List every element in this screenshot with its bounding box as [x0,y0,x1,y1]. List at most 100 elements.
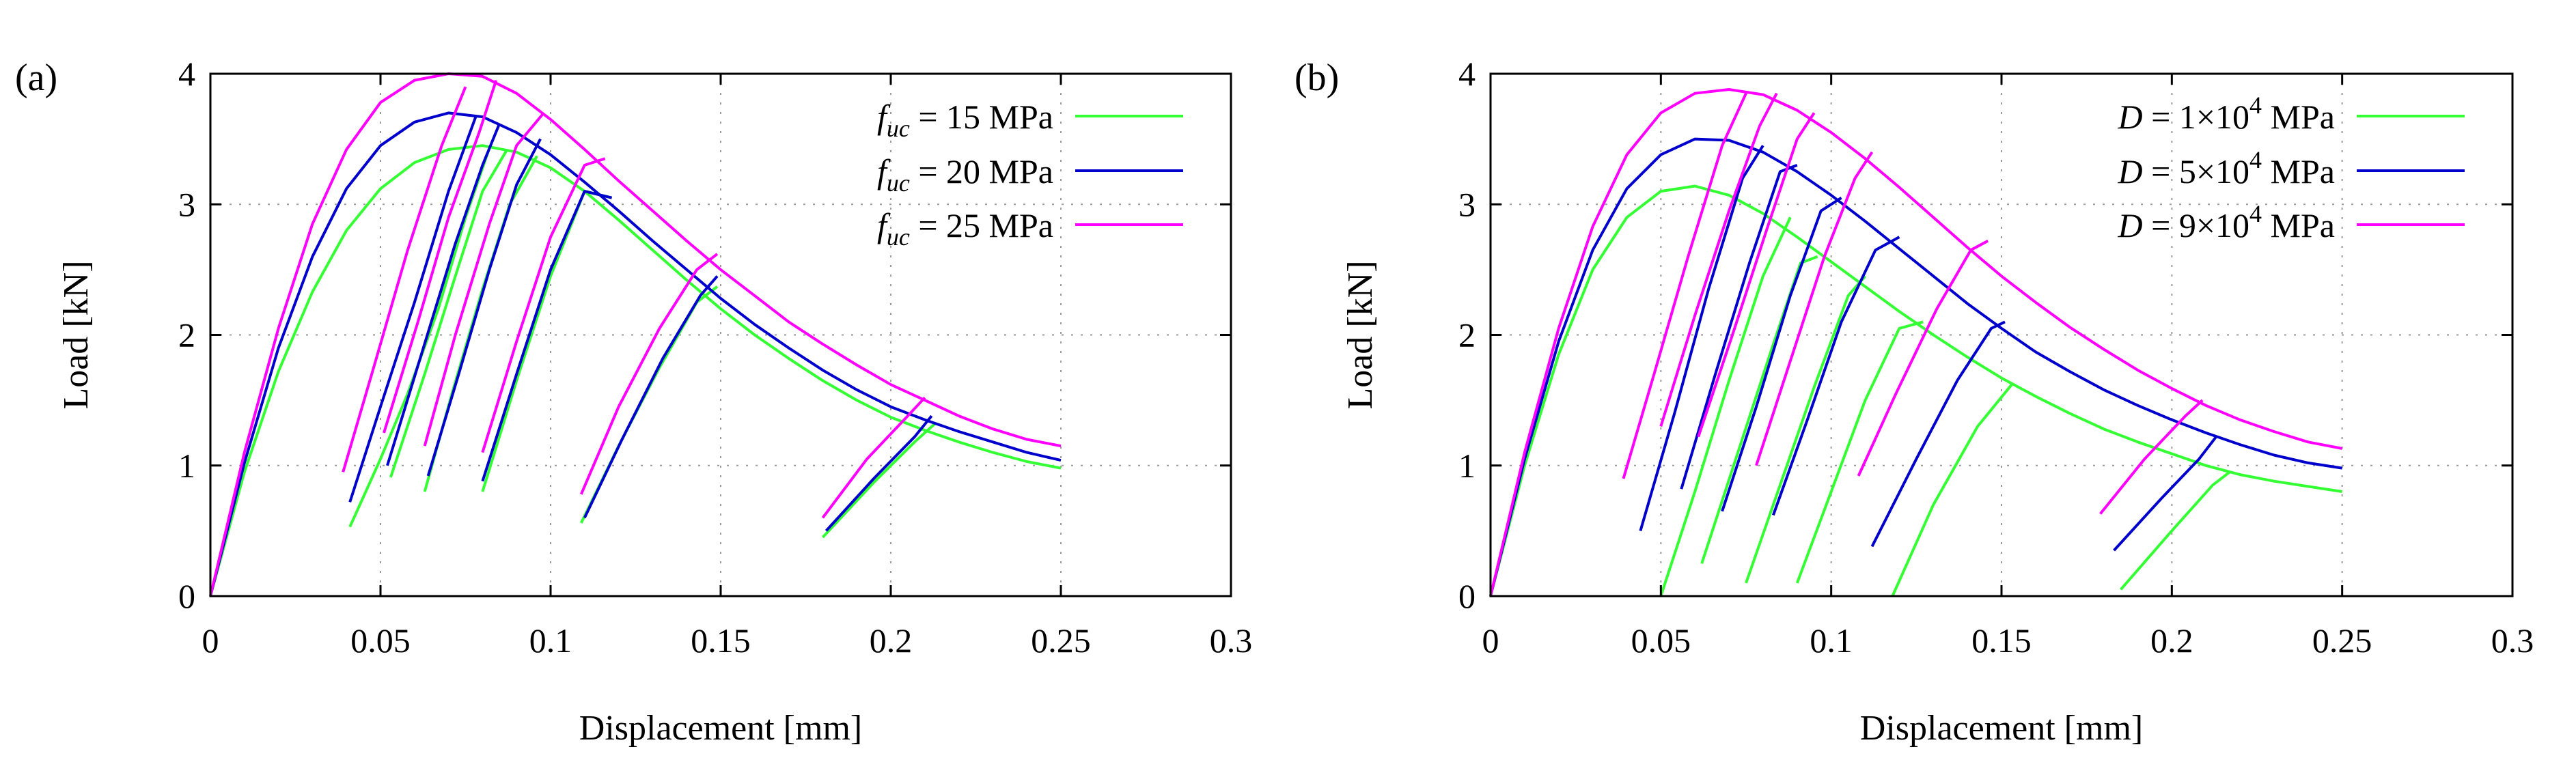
reload-branch-line [389,150,508,478]
legend-superscript: 4 [2249,91,2262,119]
series-envelope-line [209,144,1062,597]
reload-branch-line [481,190,613,492]
reload-branch-line [1755,151,1874,466]
legend-value-prefix: = 9×10 [2143,206,2249,244]
series-1 [1489,184,2343,597]
reload-branch-line [1721,197,1842,512]
legend-value: MPa [2262,98,2335,136]
legend-label: D = 9×104 MPa [2118,200,2335,244]
y-axis-label: Load [kN] [57,260,96,409]
grid [1491,74,2512,596]
reload-branch-line [1870,320,2006,548]
x-tick-label: 0.1 [1810,621,1853,660]
legend-symbol: D [2118,206,2143,244]
reload-branch-line [825,414,933,532]
reload-branch-line [1795,320,1924,584]
legend-item: D = 5×104 MPa [2118,146,2465,191]
reload-branch-line [1745,275,1867,584]
reload-branch-line [383,79,498,434]
legend-value: = 20 MPa [910,152,1053,191]
legend-value: MPa [2262,206,2335,244]
legend-label: fuc = 20 MPa [877,152,1053,197]
legend-subscript: uc [887,169,910,197]
x-tick-label: 0.2 [870,621,913,660]
reload-branch-line [481,190,613,482]
reload-branch-line [1772,236,1900,516]
legend-value: = 25 MPa [910,206,1053,244]
series-3 [209,72,1062,597]
panel-b: 0 0.05 0.1 0.15 0.2 0.25 0.3 0 1 2 3 4 Displacement … [1294,55,2534,748]
x-tick-label: 0.05 [350,621,411,660]
reload-branch-line [583,275,719,519]
series-2 [1489,137,2343,597]
series-envelope-line [209,72,1062,597]
x-tick-label: 0.05 [1631,621,1691,660]
legend-subscript: uc [887,223,910,251]
reload-branch-line [579,253,719,495]
grid [210,74,1231,596]
reload-branch-line [348,116,477,503]
reload-branch-line [1697,112,1816,438]
legend-item: fuc = 20 MPa [877,152,1183,197]
legend-label: D = 5×104 MPa [2118,146,2335,191]
reload-branch-line [1891,383,2013,597]
y-tick-label: 3 [1458,185,1476,223]
x-tick-label: 0 [1482,621,1499,660]
axes: 0 0.05 0.1 0.15 0.2 0.25 0.3 0 1 2 3 4 [178,55,1252,660]
series-3 [1489,88,2343,597]
axes: 0 0.05 0.1 0.15 0.2 0.25 0.3 0 1 2 3 4 [1458,55,2534,660]
x-tick-label: 0 [202,621,219,660]
legend-symbol: D [2118,152,2143,191]
reload-branch-line [423,112,545,447]
panel-a: 0 0.05 0.1 0.15 0.2 0.25 0.3 0 1 2 3 4 Displacement … [15,55,1252,748]
reload-branch-line [2119,470,2231,591]
y-tick-label: 1 [178,447,195,485]
reload-branch-line [1659,92,1778,427]
reload-branch-line [1700,255,1818,564]
y-axis-label: Load [kN] [1341,260,1380,409]
series-envelope-line [209,111,1062,597]
legend-item: D = 1×104 MPa [2118,91,2465,136]
reload-branch-line [481,157,606,453]
panel-label: (b) [1294,57,1339,99]
reload-branch-line [1659,216,1792,597]
y-tick-label: 4 [178,55,195,93]
reload-branch-line [426,138,542,477]
y-tick-label: 3 [178,185,195,223]
y-tick-label: 2 [178,316,195,354]
legend-item: fuc = 25 MPa [877,206,1183,251]
legend-label: fuc = 25 MPa [877,206,1053,251]
legend-subscript: uc [887,115,910,142]
series-envelope-line [1489,137,2343,597]
reload-branch-line [821,396,926,519]
y-tick-label: 2 [1458,316,1476,354]
x-tick-label: 0.25 [2312,621,2372,660]
legend-superscript: 4 [2249,146,2262,173]
reload-branch-line [386,122,501,466]
panel-label: (a) [15,57,57,99]
series-envelope-line [1489,184,2343,597]
legend-value-prefix: = 5×10 [2143,152,2249,191]
series-2 [209,111,1062,597]
reload-branch-line [580,285,719,524]
legend-symbol: D [2118,98,2143,136]
reload-branch-line [1622,92,1747,479]
legend-value: = 15 MPa [910,98,1053,136]
x-tick-label: 0.1 [529,621,572,660]
reload-branch-line [821,423,937,539]
x-tick-label: 0.3 [2491,621,2534,660]
legend-superscript: 4 [2249,200,2262,227]
reload-branch-line [2099,399,2204,515]
y-tick-label: 1 [1458,447,1476,485]
y-tick-label: 0 [1458,577,1476,615]
x-tick-label: 0.15 [691,621,751,660]
reload-branch-line [2113,436,2217,552]
legend-value: MPa [2262,152,2335,191]
reload-branch-line [342,86,467,473]
reload-branch-line [1857,240,1989,477]
legend: fuc = 15 MPa fuc = 20 MPa fuc = 25 MPa [877,98,1183,251]
x-tick-label: 0.15 [1971,621,2032,660]
legend-value-prefix: = 1×10 [2143,98,2249,136]
